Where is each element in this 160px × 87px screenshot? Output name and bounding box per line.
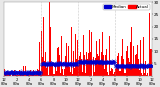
Legend: Median, Actual: Median, Actual [103,4,150,10]
